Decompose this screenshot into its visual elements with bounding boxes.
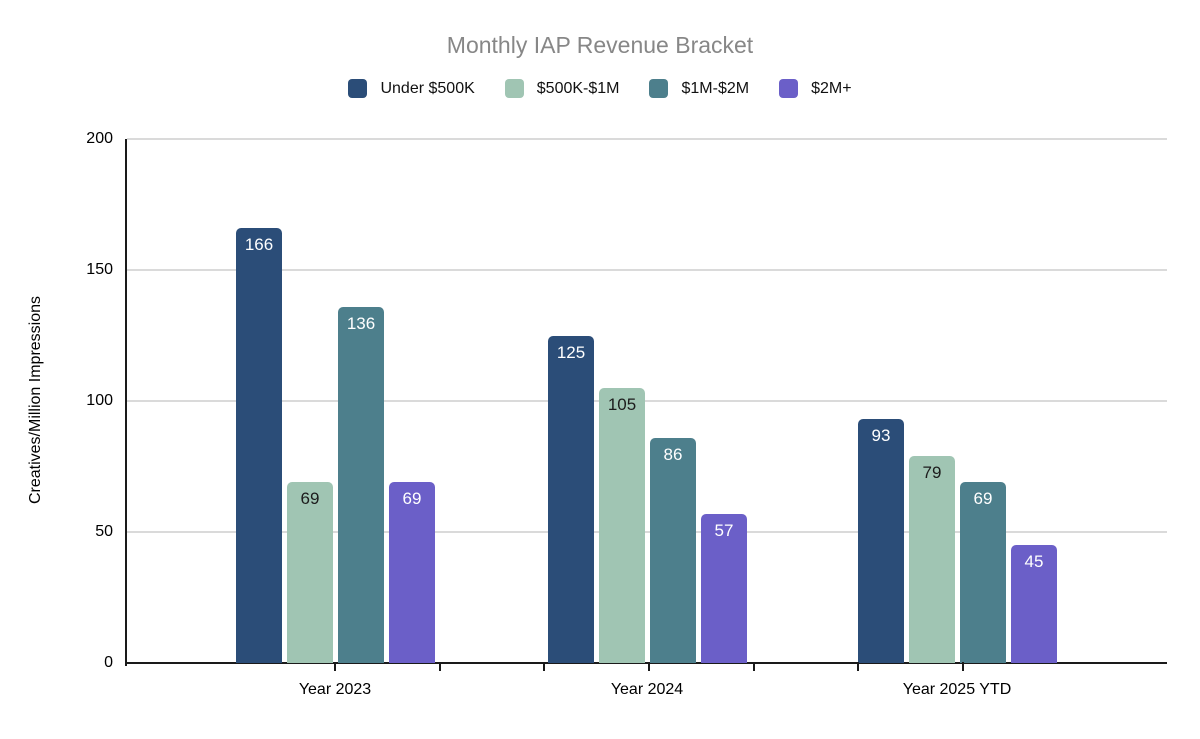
legend-swatch-icon xyxy=(348,79,368,98)
legend-swatch-icon xyxy=(649,79,669,98)
legend-item-3[interactable]: $2M+ xyxy=(779,79,852,98)
legend-item-1[interactable]: $500K-$1M xyxy=(504,79,620,98)
bar-value-label: 69 xyxy=(973,489,993,509)
bar-year-2023-series-1[interactable] xyxy=(287,482,333,663)
legend-swatch-icon xyxy=(779,79,799,98)
x-axis-tick xyxy=(857,662,859,671)
gridline xyxy=(127,400,1167,402)
bar-year-2025-ytd-series-3[interactable] xyxy=(1011,545,1057,663)
legend-item-0[interactable]: Under $500K xyxy=(348,79,475,98)
bar-year-2024-series-3[interactable] xyxy=(701,513,747,663)
bar-year-2025-ytd-series-2[interactable] xyxy=(960,482,1006,663)
bar-value-label: 69 xyxy=(300,489,320,509)
x-axis-tick xyxy=(648,662,650,671)
legend: Under $500K $500K-$1M $1M-$2M $2M+ xyxy=(0,79,1200,98)
x-axis-tick xyxy=(334,662,336,671)
bar-year-2024-series-1[interactable] xyxy=(599,387,645,663)
x-axis-tick xyxy=(753,662,755,671)
bar-year-2023-series-3[interactable] xyxy=(389,482,435,663)
bar-value-label: 125 xyxy=(556,342,586,362)
bar-value-label: 86 xyxy=(663,444,683,464)
legend-item-2[interactable]: $1M-$2M xyxy=(649,79,749,98)
chart-title: Monthly IAP Revenue Bracket xyxy=(446,32,754,58)
y-tick-label: 0 xyxy=(104,654,113,671)
x-axis-tick xyxy=(962,662,964,671)
legend-label: Under $500K xyxy=(380,79,475,97)
bar-year-2025-ytd-series-1[interactable] xyxy=(909,456,955,663)
gridline xyxy=(127,531,1167,533)
legend-label: $2M+ xyxy=(811,79,852,97)
x-category-label: Year 2023 xyxy=(298,681,372,698)
bar-year-2025-ytd-series-0[interactable] xyxy=(858,419,904,663)
legend-label: $1M-$2M xyxy=(681,79,750,97)
bar-value-label: 105 xyxy=(607,394,637,414)
bar-year-2024-series-2[interactable] xyxy=(650,437,696,663)
x-axis-tick xyxy=(543,662,545,671)
bar-value-label: 79 xyxy=(922,463,942,483)
gridline xyxy=(127,269,1167,271)
x-category-label: Year 2024 xyxy=(610,681,684,698)
bar-year-2023-series-0[interactable] xyxy=(236,228,282,663)
bar-value-label: 69 xyxy=(402,489,422,509)
gridline xyxy=(127,138,1167,140)
bar-value-label: 93 xyxy=(871,426,891,446)
x-category-label: Year 2025 YTD xyxy=(902,681,1012,698)
y-axis-line xyxy=(125,139,127,666)
bar-year-2024-series-0[interactable] xyxy=(548,335,594,663)
bar-year-2023-series-2[interactable] xyxy=(338,306,384,663)
bar-value-label: 57 xyxy=(714,520,734,540)
bar-value-label: 136 xyxy=(346,313,376,333)
y-tick-label: 100 xyxy=(86,392,113,409)
bar-value-label: 45 xyxy=(1024,552,1044,572)
y-tick-label: 200 xyxy=(86,130,113,147)
x-axis-tick xyxy=(439,662,441,671)
legend-label: $500K-$1M xyxy=(536,79,620,97)
y-tick-label: 150 xyxy=(86,261,113,278)
x-axis-line xyxy=(125,662,1167,664)
y-tick-label: 50 xyxy=(95,523,113,540)
legend-swatch-icon xyxy=(504,79,524,98)
bar-value-label: 166 xyxy=(244,235,274,255)
